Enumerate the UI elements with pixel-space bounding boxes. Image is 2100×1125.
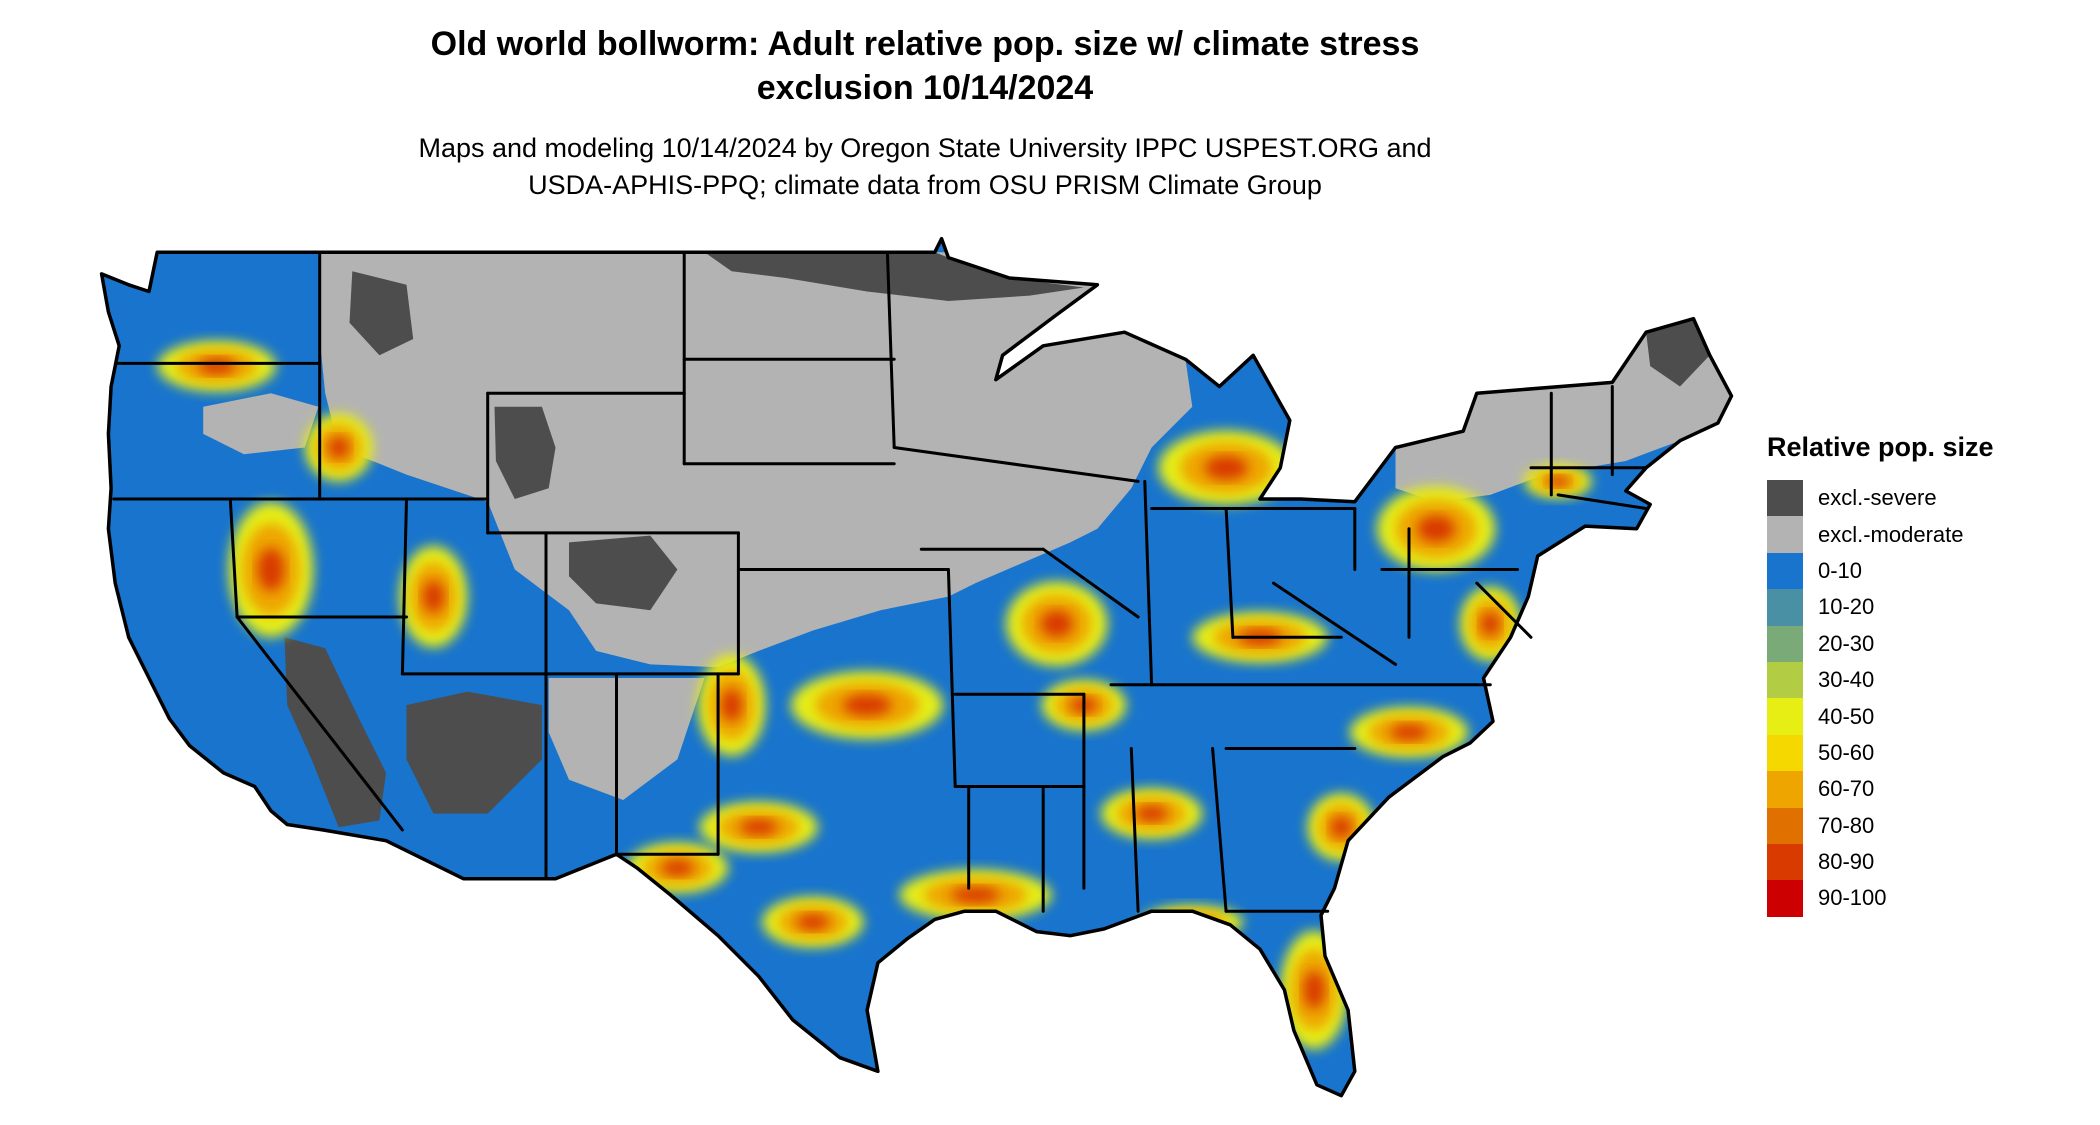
exclusion-zone — [494, 406, 556, 499]
hotspot-core — [197, 357, 236, 375]
hotspot-core — [1480, 611, 1501, 636]
hotspot-core — [1135, 805, 1168, 822]
legend-item: 60-70 — [1767, 771, 1994, 808]
legend-label: 70-80 — [1818, 812, 1875, 838]
state-boundary — [1556, 493, 1648, 510]
legend-items: excl.-severe excl.-moderate 0-10 10-20 2… — [1767, 480, 1994, 917]
map-title-line-1: Old world bollworm: Adult relative pop. … — [430, 25, 1420, 63]
legend-item: 70-80 — [1767, 807, 1994, 844]
legend-swatch — [1767, 880, 1803, 917]
state-boundary — [1224, 507, 1235, 639]
exclusion-zone — [1646, 318, 1710, 387]
legend-item: 20-30 — [1767, 625, 1994, 662]
state-boundary — [1475, 581, 1533, 639]
state-boundary — [1143, 479, 1154, 687]
legend-swatch — [1767, 625, 1803, 662]
legend: Relative pop. size excl.-severe excl.-mo… — [1767, 432, 1994, 917]
exclusion-zone — [406, 691, 542, 814]
map-title-line-2: exclusion 10/14/2024 — [756, 69, 1094, 107]
exclusion-zone — [569, 535, 678, 611]
legend-item: 50-60 — [1767, 734, 1994, 772]
legend-item: excl.-moderate — [1767, 516, 1994, 553]
legend-item: 40-50 — [1767, 698, 1994, 735]
state-boundary — [400, 497, 408, 676]
legend-item: 30-40 — [1767, 661, 1994, 699]
legend-label: 20-30 — [1818, 630, 1875, 656]
exclusion-zone — [1395, 318, 1732, 502]
state-boundary — [885, 250, 896, 449]
legend-swatch — [1767, 552, 1803, 590]
hotspot-core — [422, 580, 445, 613]
legend-label: 10-20 — [1818, 594, 1875, 620]
state-boundary — [1129, 747, 1140, 913]
legend-item: 90-100 — [1767, 880, 1994, 917]
exclusion-zone — [349, 271, 414, 356]
exclusion-zone — [203, 393, 319, 455]
state-boundary — [1041, 547, 1140, 619]
hotspot-core — [842, 694, 892, 716]
legend-label: excl.-severe — [1818, 485, 1937, 511]
hotspot-core — [327, 436, 350, 459]
hotspot-core — [1303, 970, 1326, 1009]
map-subtitle-line-1: Maps and modeling 10/14/2024 by Oregon S… — [418, 133, 1432, 163]
exclusion-zone — [319, 252, 1193, 668]
state-boundary — [946, 568, 957, 788]
hotspot-core — [1390, 724, 1428, 741]
hotspot-core — [888, 1019, 900, 1042]
legend-label: 80-90 — [1818, 849, 1875, 875]
legend-label: 50-60 — [1818, 739, 1875, 765]
legend-swatch — [1767, 661, 1803, 699]
exclusion-zone — [548, 678, 705, 800]
risk-hotspots — [157, 340, 1592, 1065]
exclusion-zones — [203, 252, 1732, 828]
legend-label: 60-70 — [1818, 776, 1875, 802]
legend-title: Relative pop. size — [1767, 432, 1994, 462]
state-boundary — [892, 446, 1140, 483]
hotspot-core — [1330, 816, 1353, 839]
legend-swatch — [1767, 807, 1803, 844]
hotspot-core — [1417, 515, 1456, 543]
legend-swatch — [1767, 480, 1803, 517]
state-boundaries — [112, 250, 1648, 913]
legend-item: 0-10 — [1767, 552, 1994, 590]
hotspot-body — [882, 1007, 906, 1054]
legend-swatch — [1767, 771, 1803, 808]
map-header: Old world bollworm: Adult relative pop. … — [250, 22, 1600, 204]
legend-label: 0-10 — [1818, 557, 1863, 583]
hotspot-core — [1040, 610, 1074, 638]
legend-label: 40-50 — [1818, 703, 1875, 729]
hotspot-core — [739, 819, 778, 836]
legend-label: 30-40 — [1818, 667, 1875, 693]
legend-swatch — [1767, 734, 1803, 772]
hotspot-core — [1176, 916, 1209, 928]
legend-label: excl.-moderate — [1818, 521, 1964, 547]
hotspot-core — [951, 886, 1000, 904]
state-boundary — [1272, 581, 1397, 666]
hotspot-halo — [877, 996, 912, 1065]
legend-swatch — [1767, 516, 1803, 553]
hotspot-body — [1157, 910, 1227, 934]
legend-item: 80-90 — [1767, 843, 1994, 881]
legend-swatch — [1767, 843, 1803, 881]
legend-label: 90-100 — [1818, 885, 1887, 911]
map-subtitle-line-2: USDA-APHIS-PPQ; climate data from OSU PR… — [528, 170, 1322, 200]
us-risk-map — [99, 236, 1734, 1098]
legend-swatch — [1767, 698, 1803, 735]
legend-item: excl.-severe — [1767, 480, 1994, 517]
us-outline — [99, 236, 1734, 1098]
legend-swatch — [1767, 589, 1803, 626]
legend-item: 10-20 — [1767, 589, 1994, 626]
exclusion-zone — [284, 637, 387, 828]
hotspot-core — [796, 913, 830, 931]
hotspot-core — [1204, 455, 1248, 480]
exclusion-zone — [704, 252, 1084, 301]
hotspot-core — [661, 859, 694, 876]
state-boundary — [1211, 747, 1228, 913]
hotspot-core — [720, 688, 743, 722]
hotspot-core — [257, 547, 285, 592]
